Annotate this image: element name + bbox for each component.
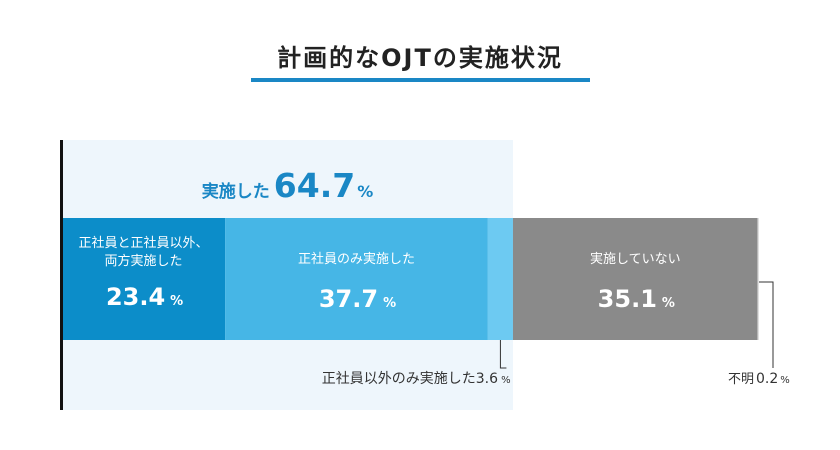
bar-segment-1 bbox=[62, 218, 226, 340]
segment-1-unit: % bbox=[170, 294, 183, 309]
segment-3-callout-unit: % bbox=[501, 375, 511, 386]
segment-4-value: 35.1 bbox=[598, 285, 657, 313]
title-underline bbox=[251, 78, 590, 82]
segment-3-leader-line bbox=[499, 340, 507, 369]
segment-3-callout-label: 正社員以外のみ実施した3.6 bbox=[322, 371, 498, 387]
segment-5-leader-line bbox=[759, 281, 774, 368]
implemented-total-unit: % bbox=[357, 182, 374, 201]
segment-5-callout-unit: % bbox=[780, 375, 790, 386]
chart-axis-line bbox=[60, 140, 63, 410]
segment-5-callout-value: 0.2 bbox=[756, 371, 778, 387]
segment-1-value: 23.4 bbox=[106, 283, 165, 311]
bar-segment-3 bbox=[487, 218, 513, 340]
segment-2-unit: % bbox=[383, 296, 396, 311]
segment-2-label: 正社員のみ実施した bbox=[298, 251, 415, 267]
chart-title: 計画的なOJTの実施状況 bbox=[277, 44, 563, 72]
segment-5-callout-label: 不明 bbox=[728, 372, 754, 387]
segment-4-label: 実施していない bbox=[590, 251, 681, 267]
segment-1-label: 正社員と正社員以外、 bbox=[79, 235, 209, 251]
bar-segment-4 bbox=[512, 218, 758, 340]
segment-4-unit: % bbox=[662, 296, 675, 311]
implemented-total-text: 実施した bbox=[201, 182, 270, 202]
bar-segment-5 bbox=[757, 218, 759, 340]
segment-2-value: 37.7 bbox=[319, 285, 378, 313]
bar-segment-2 bbox=[225, 218, 488, 340]
implemented-total-label: 実施した 64.7% bbox=[62, 166, 513, 205]
segment-1-label: 両方実施した bbox=[105, 253, 183, 269]
implemented-total-value: 64.7 bbox=[273, 166, 356, 205]
